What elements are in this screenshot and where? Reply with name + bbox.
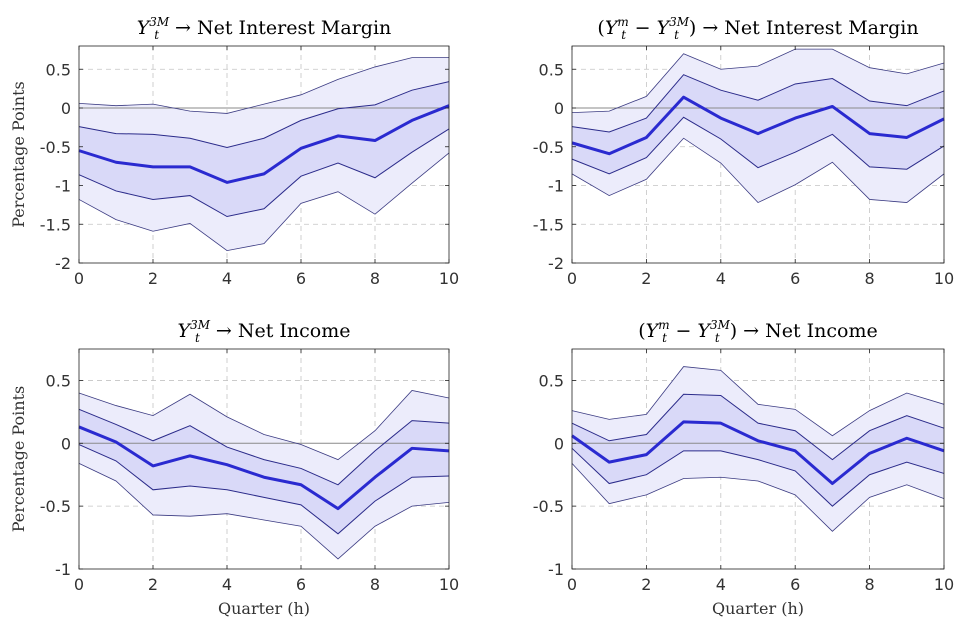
y-axis-label: Percentage Points [9,81,28,227]
x-tick-label: 6 [790,575,800,594]
chart-title: Y3M t → Net Income [178,318,351,345]
y-tick-label: -1 [548,560,564,579]
inner-lower-line [78,128,450,218]
median-response-line [78,104,450,184]
x-tick-label: 4 [716,269,726,288]
x-tick-label: 6 [296,575,306,594]
x-tick-label: 2 [148,269,158,288]
x-tick-label: 0 [74,269,84,288]
y-tick-label: -1.5 [533,215,564,234]
chart-panel-1: 0 2 4 6 8 10 0.5 0 -0.5 -1 -1.5 -2 Y3M t → Net Intere… [9,15,459,288]
plot-frame [571,348,945,570]
y-tick-label: 0.5 [539,371,564,390]
y-tick-label: -2 [548,254,564,273]
x-tick-label: 2 [641,269,651,288]
y-tick-label: 0 [554,434,564,453]
inner-lower-line [571,116,945,175]
x-tick-label: 8 [370,269,380,288]
y-tick-label: -1 [55,177,71,196]
chart-title: (Ym t − Y3M t) → Net Income [638,318,878,345]
inner-upper-line [78,408,450,486]
x-tick-label: 0 [74,575,84,594]
y-tick-label: 0 [61,99,71,118]
y-tick-label: 0.5 [539,60,564,79]
outer-upper-line [78,57,449,114]
y-tick-label: -0.5 [40,138,71,157]
x-tick-label: 8 [865,269,875,288]
x-tick-label: 6 [790,269,800,288]
outer-lower-line [571,137,945,204]
y-tick-label: -1 [55,560,71,579]
median-response-line [78,425,450,511]
x-tick-label: 2 [148,575,158,594]
inner-upper-line [571,393,945,461]
x-tick-label: 10 [439,269,459,288]
y-tick-label: -1 [548,177,564,196]
chart-panel-3: 0 2 4 6 8 10 0.5 0 -0.5 -1 Y3M t → Net Income Percen… [9,318,459,618]
x-tick-label: 4 [716,575,726,594]
inner-upper-line [78,81,450,149]
x-axis-label: Quarter (h) [712,599,804,618]
median-response-line [571,420,945,486]
outer-lower-line [571,463,945,532]
inner-confidence-band [79,81,449,217]
plot-frame [78,45,450,264]
median-response-line [571,95,945,156]
y-tick-label: 0.5 [46,60,71,79]
x-tick-label: 10 [439,575,459,594]
x-tick-label: 0 [567,575,577,594]
y-tick-label: -0.5 [533,497,564,516]
inner-lower-line [78,444,450,535]
chart-panel-2: 0 2 4 6 8 10 0.5 0 -0.5 -1 -1.5 -2 (Ym t − Y3M t) → Ne… [533,15,954,288]
y-tick-label: 0 [61,434,71,453]
y-tick-label: -0.5 [40,497,71,516]
x-tick-label: 4 [222,575,232,594]
x-tick-label: 10 [934,269,954,288]
plot-frame [571,45,945,264]
x-axis-label: Quarter (h) [218,599,310,618]
y-axis-label: Percentage Points [9,386,28,532]
inner-upper-line [571,74,945,133]
chart-title: (Ym t − Y3M t) → Net Interest Margin [597,15,918,42]
outer-upper-line [571,366,945,437]
outer-upper-line [78,390,450,461]
x-tick-label: 6 [296,269,306,288]
y-tick-label: 0.5 [46,371,71,390]
chart-panel-4: 0 2 4 6 8 10 0.5 0 -0.5 -1 (Ym t − Y3M t) → Net Inco… [533,318,954,618]
x-tick-label: 2 [641,575,651,594]
inner-confidence-band [572,74,944,174]
outer-lower-line [78,463,450,560]
outer-lower-line [78,152,450,252]
x-tick-label: 8 [370,575,380,594]
y-tick-label: -2 [55,254,71,273]
y-tick-label: -0.5 [533,138,564,157]
plot-frame [78,348,450,570]
inner-confidence-band [572,394,944,507]
inner-lower-line [571,447,945,507]
x-tick-label: 10 [934,575,954,594]
chart-title: Y3M t → Net Interest Margin [137,15,392,42]
outer-upper-line [571,48,945,114]
x-tick-label: 0 [567,269,577,288]
y-tick-label: 0 [554,99,564,118]
y-tick-label: -1.5 [40,215,71,234]
x-tick-label: 4 [222,269,232,288]
x-tick-label: 8 [865,575,875,594]
inner-confidence-band [79,409,449,534]
